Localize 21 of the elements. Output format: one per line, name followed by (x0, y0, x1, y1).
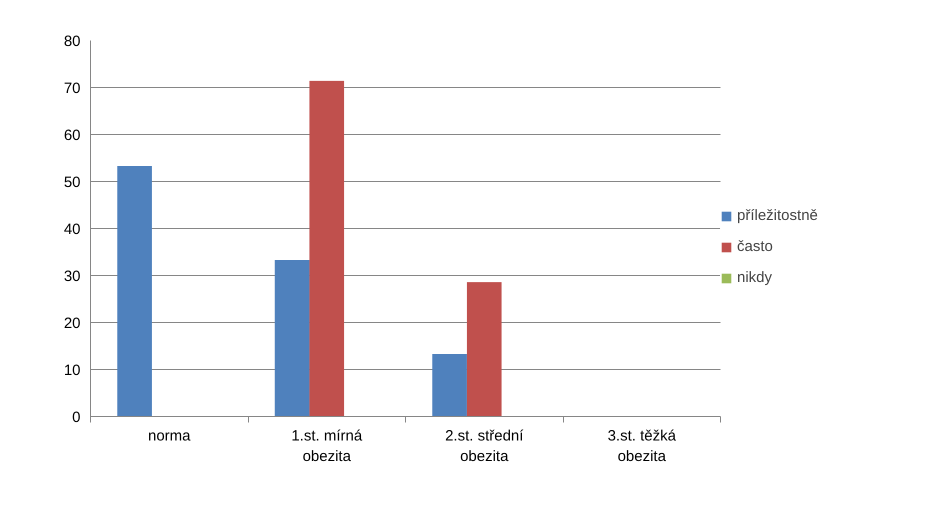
bar (274, 260, 310, 416)
x-tick-label: 3.st. těžká obezita (608, 428, 677, 465)
legend-label: příležitostně (737, 207, 818, 224)
bar (466, 282, 502, 416)
bar (309, 80, 344, 416)
bar (117, 166, 152, 416)
y-tick-label: 70 (64, 80, 81, 97)
y-tick-label: 80 (64, 33, 81, 50)
legend-label: často (737, 238, 773, 255)
x-tick-label: 2.st. střední obezita (445, 428, 524, 465)
bar (432, 354, 467, 416)
y-tick-label: 0 (72, 409, 80, 426)
x-tick-label: norma (148, 428, 192, 444)
y-tick-label: 20 (64, 315, 81, 332)
y-tick-label: 40 (64, 221, 81, 238)
y-tick-label: 60 (64, 127, 81, 144)
y-tick-label: 50 (64, 174, 81, 191)
y-tick-label: 30 (64, 268, 81, 285)
legend-label: nikdy (737, 269, 772, 286)
y-tick-label: 10 (64, 362, 81, 379)
x-tick-label: 1.st. mírná obezita (291, 428, 363, 465)
